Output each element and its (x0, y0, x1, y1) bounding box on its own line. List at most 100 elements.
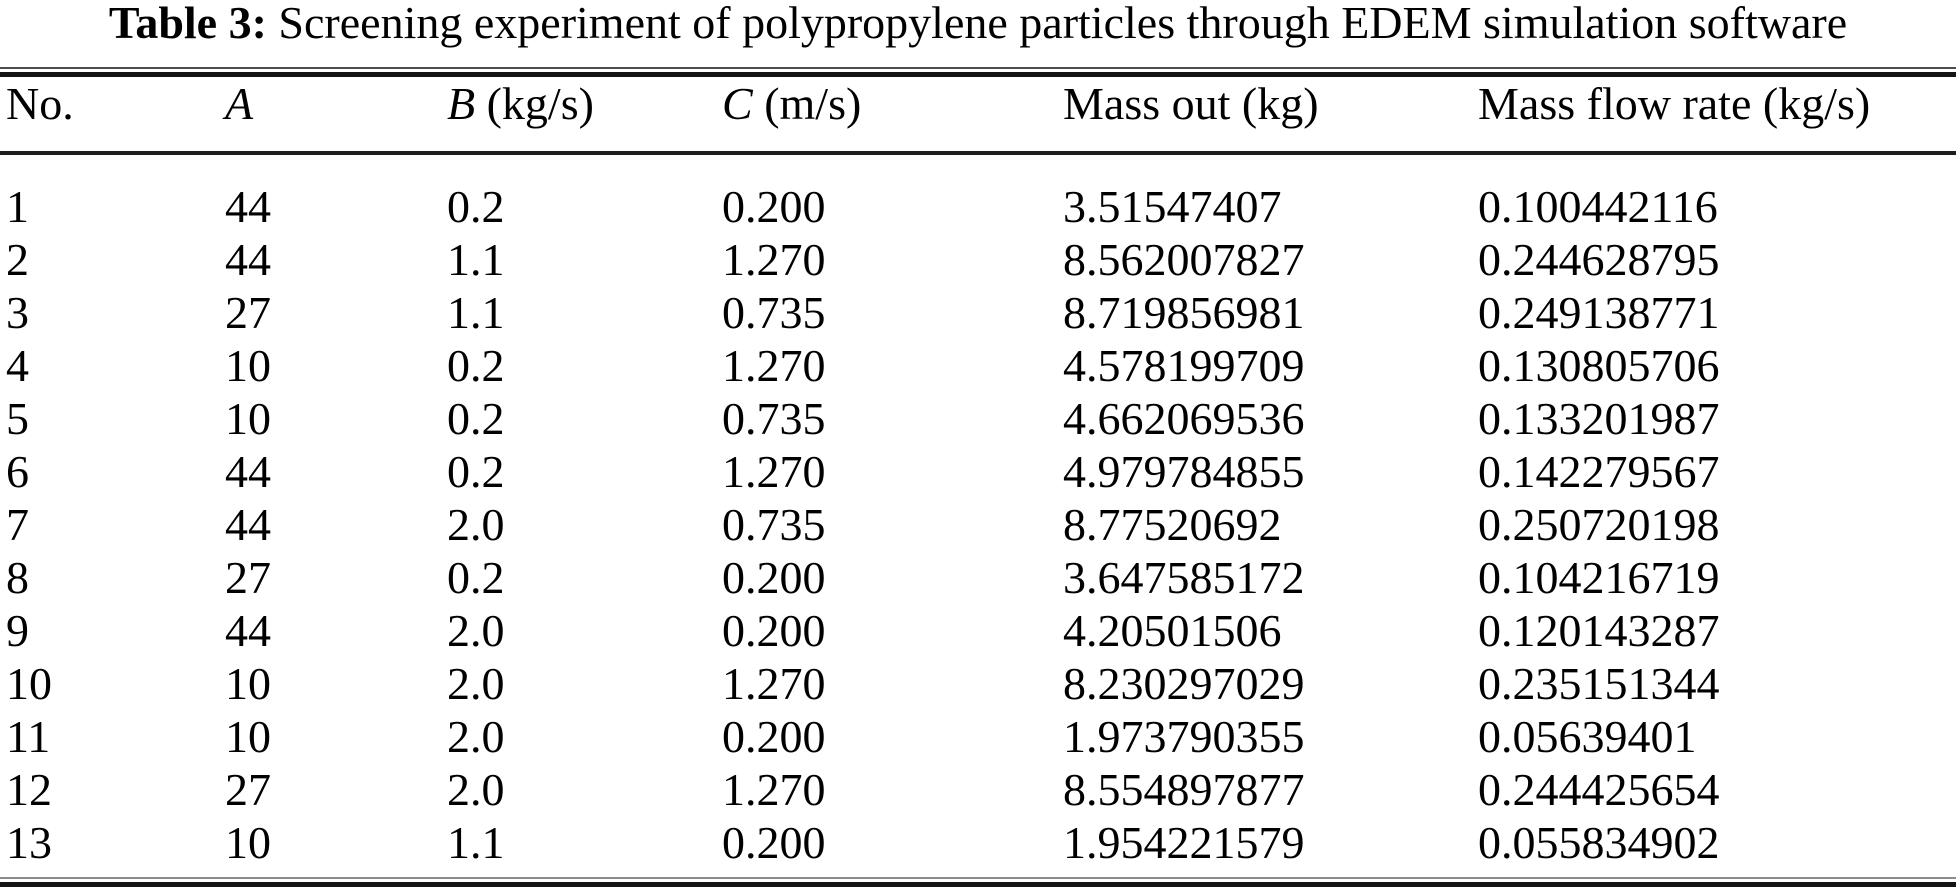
bottom-rule-thin (0, 877, 1956, 879)
table-cell: 8.719856981 (1063, 287, 1305, 338)
table-cell: 1.1 (447, 817, 505, 868)
table-cell: 0.244628795 (1478, 234, 1720, 285)
header-row: No. A B (kg/s) C (m/s) Mass out (kg) Mas… (0, 76, 1956, 132)
table-cell: 0.250720198 (1478, 499, 1720, 550)
table-cell: 8.230297029 (1063, 658, 1305, 709)
table-row: 11 10 2.0 0.200 1.973790355 0.05639401 (0, 710, 1720, 763)
table-cell: 8.554897877 (1063, 764, 1305, 815)
table-cell: 1.270 (722, 340, 826, 391)
table-cell: 27 (225, 287, 271, 338)
table-cell: 2.0 (447, 605, 505, 656)
column-header-b: B (kg/s) (447, 78, 594, 129)
table-cell: 44 (225, 605, 271, 656)
table-cell: 0.2 (447, 393, 505, 444)
bottom-rule-thick (0, 882, 1956, 887)
top-rule-thin (0, 67, 1956, 69)
table-cell: 8.562007827 (1063, 234, 1305, 285)
table-cell: 0.735 (722, 499, 826, 550)
table-cell: 1.973790355 (1063, 711, 1305, 762)
table-body: 1 44 0.2 0.200 3.51547407 0.100442116 2 44 1.1 1.… (0, 180, 1720, 869)
table-cell: 11 (6, 711, 51, 762)
table-row: 1 44 0.2 0.200 3.51547407 0.100442116 (0, 180, 1720, 233)
column-header-no: No. (6, 78, 74, 129)
table-cell: 0.120143287 (1478, 605, 1720, 656)
table-cell: 9 (6, 605, 29, 656)
top-rule-thick (0, 72, 1956, 77)
table-cell: 13 (6, 817, 52, 868)
table-cell: 3 (6, 287, 29, 338)
column-header-mass-out: Mass out (kg) (1063, 78, 1319, 129)
table-cell: 2.0 (447, 764, 505, 815)
table-row: 7 44 2.0 0.735 8.77520692 0.250720198 (0, 498, 1720, 551)
table-cell: 0.2 (447, 552, 505, 603)
table-cell: 1.270 (722, 446, 826, 497)
table-cell: 44 (225, 181, 271, 232)
table-cell: 1.1 (447, 287, 505, 338)
table-cell: 0.200 (722, 605, 826, 656)
table-cell: 0.200 (722, 552, 826, 603)
table-cell: 0.100442116 (1478, 181, 1718, 232)
table-cell: 4.662069536 (1063, 393, 1305, 444)
table-cell: 1.1 (447, 234, 505, 285)
table-cell: 0.130805706 (1478, 340, 1720, 391)
table-cell: 4 (6, 340, 29, 391)
table-cell: 0.055834902 (1478, 817, 1720, 868)
table-row: 6 44 0.2 1.270 4.979784855 0.142279567 (0, 445, 1720, 498)
table-cell: 10 (6, 658, 52, 709)
table-cell: 6 (6, 446, 29, 497)
table-cell: 2.0 (447, 658, 505, 709)
table-row: 4 10 0.2 1.270 4.578199709 0.130805706 (0, 339, 1720, 392)
table-cell: 0.735 (722, 393, 826, 444)
table-cell: 0.2 (447, 446, 505, 497)
caption-text: Screening experiment of polypropylene pa… (266, 0, 1848, 48)
table-cell: 0.200 (722, 711, 826, 762)
table-row: 12 27 2.0 1.270 8.554897877 0.244425654 (0, 763, 1720, 816)
table-cell: 0.133201987 (1478, 393, 1720, 444)
table-row: 10 10 2.0 1.270 8.230297029 0.235151344 (0, 657, 1720, 710)
table-cell: 0.142279567 (1478, 446, 1720, 497)
table-cell: 10 (225, 817, 271, 868)
table-cell: 1 (6, 181, 29, 232)
table-cell: 44 (225, 234, 271, 285)
table-cell: 8 (6, 552, 29, 603)
table-row: 2 44 1.1 1.270 8.562007827 0.244628795 (0, 233, 1720, 286)
table-cell: 1.954221579 (1063, 817, 1305, 868)
column-header-mass-flow-rate: Mass flow rate (kg/s) (1478, 78, 1871, 129)
table-cell: 0.249138771 (1478, 287, 1720, 338)
table-cell: 4.979784855 (1063, 446, 1305, 497)
table-cell: 2.0 (447, 499, 505, 550)
table-caption: Table 3: Screening experiment of polypro… (0, 0, 1956, 46)
table-cell: 27 (225, 552, 271, 603)
table-row: 3 27 1.1 0.735 8.719856981 0.249138771 (0, 286, 1720, 339)
table-cell: 2 (6, 234, 29, 285)
table-cell: 0.735 (722, 287, 826, 338)
table-cell: 4.578199709 (1063, 340, 1305, 391)
caption-label: Table 3: (108, 0, 267, 48)
table-cell: 10 (225, 658, 271, 709)
table-cell: 3.647585172 (1063, 552, 1305, 603)
table-row: 9 44 2.0 0.200 4.20501506 0.120143287 (0, 604, 1720, 657)
header-rule (0, 151, 1956, 155)
table-cell: 0.05639401 (1478, 711, 1697, 762)
table-cell: 10 (225, 711, 271, 762)
table-cell: 1.270 (722, 234, 826, 285)
table-cell: 4.20501506 (1063, 605, 1282, 656)
table-cell: 8.77520692 (1063, 499, 1282, 550)
table-row: 8 27 0.2 0.200 3.647585172 0.104216719 (0, 551, 1720, 604)
table-cell: 1.270 (722, 764, 826, 815)
table-cell: 44 (225, 446, 271, 497)
table-cell: 0.235151344 (1478, 658, 1720, 709)
table-cell: 12 (6, 764, 52, 815)
table-cell: 2.0 (447, 711, 505, 762)
column-header-a: A (225, 78, 254, 129)
table-row: 13 10 1.1 0.200 1.954221579 0.055834902 (0, 816, 1720, 869)
table-cell: 0.2 (447, 340, 505, 391)
table-row: 5 10 0.2 0.735 4.662069536 0.133201987 (0, 392, 1720, 445)
table-cell: 10 (225, 340, 271, 391)
table-cell: 10 (225, 393, 271, 444)
table-cell: 44 (225, 499, 271, 550)
table-cell: 27 (225, 764, 271, 815)
table-cell: 3.51547407 (1063, 181, 1282, 232)
table-cell: 1.270 (722, 658, 826, 709)
